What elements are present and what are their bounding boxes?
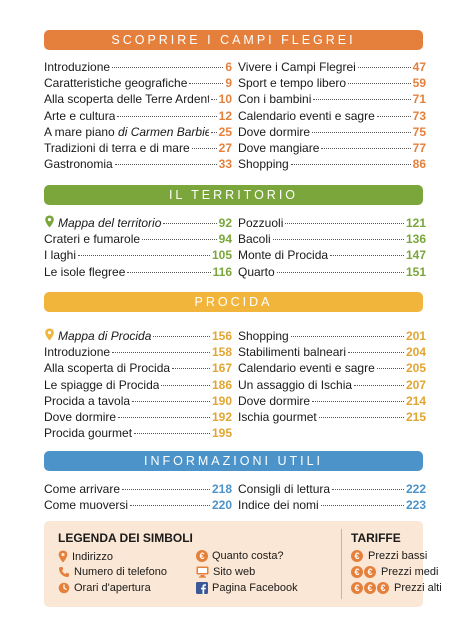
toc-entry[interactable]: Sport e tempo libero 59 xyxy=(238,76,426,91)
toc-entry-map[interactable]: Mappa del territorio 92 xyxy=(44,215,232,231)
toc-entry-map[interactable]: Mappa di Procida 156 xyxy=(44,328,232,344)
legend-cost-label: Quanto costa? xyxy=(212,550,284,562)
clock-icon xyxy=(58,582,70,594)
legend-hours-label: Orari d'apertura xyxy=(74,582,151,594)
tariffe-low-label: Prezzi bassi xyxy=(368,550,428,562)
legend-address-label: Indirizzo xyxy=(72,550,113,563)
euro-coin-icon: € xyxy=(377,582,389,594)
monitor-icon xyxy=(196,566,209,578)
toc-entry[interactable]: A mare piano di Carmen Barbieri 25 xyxy=(44,124,232,139)
legend-title: LEGENDA DEI SIMBOLI xyxy=(58,531,193,545)
toc-entry[interactable]: Le isole flegree 116 xyxy=(44,264,232,279)
toc-entry[interactable]: Dove mangiare 77 xyxy=(238,140,426,155)
toc-entry[interactable]: Procida a tavola 190 xyxy=(44,393,232,408)
legend-phone: Numero di telefono xyxy=(58,566,167,578)
toc-entry[interactable]: Caratteristiche geografiche 9 xyxy=(44,76,232,91)
price-high-icon: € € € xyxy=(351,582,390,594)
toc-entry[interactable]: Calendario eventi e sagre 205 xyxy=(238,361,426,376)
tariffe-mid: € € Prezzi medi xyxy=(351,566,438,578)
toc-entry[interactable]: Come muoversi 220 xyxy=(44,498,232,513)
toc-entry[interactable]: Vivere i Campi Flegrei 47 xyxy=(238,60,426,74)
toc-entry[interactable]: Ischia gourmet 215 xyxy=(238,409,426,424)
legend-hours: Orari d'apertura xyxy=(58,582,151,594)
euro-coin-icon: € xyxy=(351,550,363,562)
euro-coin-icon: € xyxy=(364,566,376,578)
map-pin-icon xyxy=(58,550,68,563)
toc-entry[interactable]: Procida gourmet 195 xyxy=(44,426,232,441)
tariffe-mid-label: Prezzi medi xyxy=(381,566,439,578)
toc-entry[interactable]: Shopping 201 xyxy=(238,329,426,343)
toc-entry[interactable]: Pozzuoli 121 xyxy=(238,216,426,230)
toc-entry-title: Mappa del territorio xyxy=(58,216,162,230)
toc-entry[interactable]: Shopping 86 xyxy=(238,157,426,172)
toc-column-informazioni-left: Come arrivare 218 Come muoversi 220 xyxy=(44,481,232,513)
toc-column-scoprire-right: Vivere i Campi Flegrei 47 Sport e tempo l… xyxy=(238,59,426,172)
toc-entry[interactable]: I laghi 105 xyxy=(44,248,232,263)
euro-coin-icon: € xyxy=(364,582,376,594)
legend-address: Indirizzo xyxy=(58,550,113,563)
toc-entry[interactable]: Bacoli 136 xyxy=(238,232,426,247)
toc-entry[interactable]: Dove dormire 192 xyxy=(44,409,232,424)
price-low-icon: € xyxy=(351,550,364,562)
legend-website: Sito web xyxy=(196,566,255,578)
legend-cost: € Quanto costa? xyxy=(196,550,284,562)
toc-entry[interactable]: Con i bambini 71 xyxy=(238,92,426,107)
toc-entry[interactable]: Crateri e fumarole 94 xyxy=(44,232,232,247)
toc-entry[interactable]: Arte e cultura 12 xyxy=(44,108,232,123)
tariffe-low: € Prezzi bassi xyxy=(351,550,427,562)
toc-entry[interactable]: Calendario eventi e sagre 73 xyxy=(238,108,426,123)
toc-entry[interactable]: Introduzione 158 xyxy=(44,345,232,360)
legend-website-label: Sito web xyxy=(213,566,256,578)
euro-coin-icon: € xyxy=(351,566,363,578)
toc-entry[interactable]: Introduzione 6 xyxy=(44,60,232,74)
toc-entry[interactable]: Un assaggio di Ischia 207 xyxy=(238,377,426,392)
toc-entry[interactable]: Gastronomia 33 xyxy=(44,157,232,172)
toc-entry-title: A mare piano xyxy=(44,124,119,139)
toc-column-territorio-left: Mappa del territorio 92 Crateri e fumarol… xyxy=(44,215,232,280)
toc-entry-author: di Carmen Barbieri xyxy=(118,124,209,139)
facebook-icon xyxy=(196,582,208,594)
legend-facebook-label: Pagina Facebook xyxy=(212,582,298,594)
section-header-scoprire: SCOPRIRE I CAMPI FLEGREI xyxy=(44,30,423,50)
toc-column-territorio-right: Pozzuoli 121 Bacoli 136 Monte di Procida 14… xyxy=(238,215,426,280)
toc-entry[interactable]: Alla scoperta delle Terre Ardenti 10 xyxy=(44,92,232,107)
map-pin-icon xyxy=(45,328,54,341)
legend-facebook: Pagina Facebook xyxy=(196,582,298,594)
toc-column-procida-left: Mappa di Procida 156 Introduzione 158 Alla… xyxy=(44,328,232,441)
tariffe-high-label: Prezzi alti xyxy=(394,582,442,594)
toc-entry[interactable]: Tradizioni di terra e di mare 27 xyxy=(44,140,232,155)
legend-phone-label: Numero di telefono xyxy=(74,566,167,578)
toc-column-procida-right: Shopping 201 Stabilimenti balneari 204 Cal… xyxy=(238,328,426,425)
euro-coin-icon: € xyxy=(196,550,208,562)
toc-entry[interactable]: Dove dormire 214 xyxy=(238,393,426,408)
toc-entry[interactable]: Indice dei nomi 223 xyxy=(238,498,426,513)
section-header-territorio: IL TERRITORIO xyxy=(44,185,423,205)
toc-entry-title: Mappa di Procida xyxy=(58,329,152,343)
section-header-informazioni: INFORMAZIONI UTILI xyxy=(44,451,423,471)
euro-coin-icon: € xyxy=(351,582,363,594)
toc-entry[interactable]: Stabilimenti balneari 204 xyxy=(238,345,426,360)
toc-column-scoprire-left: Introduzione 6 Caratteristiche geografich… xyxy=(44,59,232,172)
legend-box: LEGENDA DEI SIMBOLI Indirizzo Numero di … xyxy=(44,521,442,607)
toc-entry[interactable]: Come arrivare 218 xyxy=(44,482,232,496)
toc-entry[interactable]: Alla scoperta di Procida 167 xyxy=(44,361,232,376)
map-pin-icon xyxy=(45,215,54,228)
toc-entry[interactable]: Dove dormire 75 xyxy=(238,124,426,139)
legend-divider xyxy=(341,529,342,599)
toc-column-informazioni-right: Consigli di lettura 222 Indice dei nomi 22… xyxy=(238,481,426,513)
toc-entry[interactable]: Le spiagge di Procida 186 xyxy=(44,377,232,392)
phone-icon xyxy=(59,567,69,577)
section-header-procida: PROCIDA xyxy=(44,292,423,312)
price-mid-icon: € € xyxy=(351,566,377,578)
tariffe-title: TARIFFE xyxy=(351,531,401,545)
toc-entry[interactable]: Monte di Procida 147 xyxy=(238,248,426,263)
tariffe-high: € € € Prezzi alti xyxy=(351,582,442,594)
toc-entry[interactable]: Consigli di lettura 222 xyxy=(238,482,426,496)
toc-entry[interactable]: Quarto 151 xyxy=(238,264,426,279)
